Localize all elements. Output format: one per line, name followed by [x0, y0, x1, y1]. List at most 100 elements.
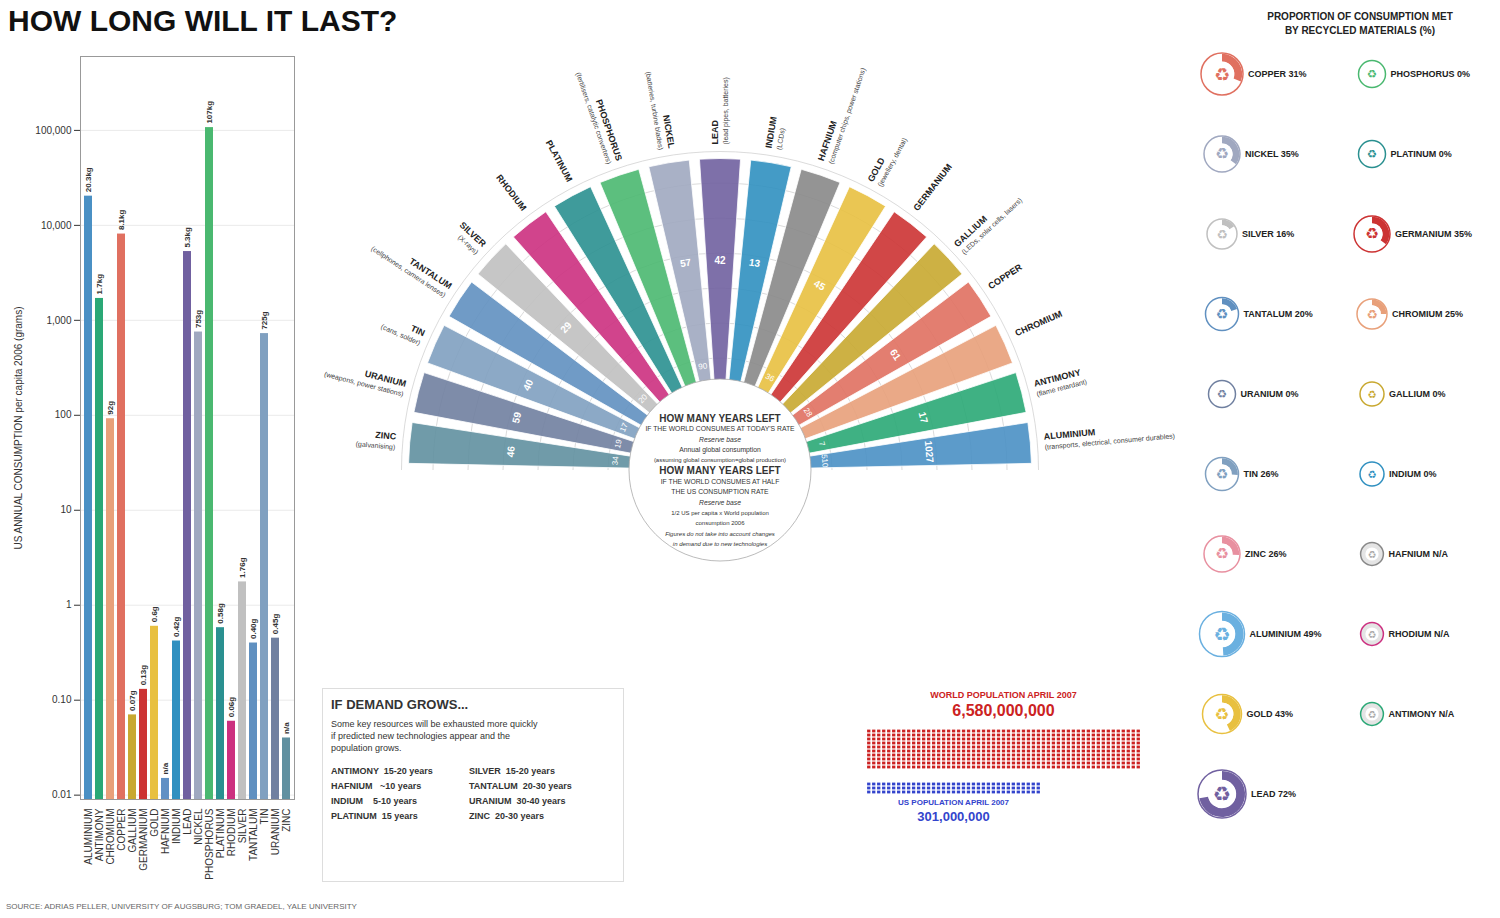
svg-text:10,000: 10,000	[41, 220, 72, 231]
svg-text:8.1kg: 8.1kg	[117, 209, 126, 230]
svg-text:PLATINUM: PLATINUM	[544, 138, 575, 183]
svg-text:(X-rays): (X-rays)	[456, 233, 480, 256]
svg-text:GALLIUM 0%: GALLIUM 0%	[1389, 389, 1446, 399]
svg-text:♻: ♻	[1368, 709, 1377, 720]
svg-text:0.6g: 0.6g	[150, 606, 159, 622]
svg-text:♻: ♻	[1215, 545, 1229, 563]
svg-text:0.13g: 0.13g	[139, 665, 148, 686]
svg-text:♻: ♻	[1365, 225, 1379, 243]
svg-text:Reserve base: Reserve base	[699, 499, 741, 506]
svg-text:46: 46	[505, 445, 517, 457]
svg-text:(computer chips, power station: (computer chips, power stations)	[827, 67, 867, 165]
svg-text:(fertilisers, catalytic conver: (fertilisers, catalytic converters)	[574, 71, 613, 165]
svg-text:ZINC 26%: ZINC 26%	[1245, 549, 1287, 559]
svg-text:HAFNIUM N/A: HAFNIUM N/A	[1388, 549, 1448, 559]
svg-text:LEAD 72%: LEAD 72%	[1251, 789, 1296, 799]
svg-text:ANTIMONY: ANTIMONY	[94, 808, 105, 861]
svg-text:ALUMINIUM 49%: ALUMINIUM 49%	[1250, 629, 1322, 639]
svg-text:20: 20	[637, 392, 650, 405]
svg-text:20.3kg: 20.3kg	[84, 167, 93, 192]
svg-text:ANTIMONY N/A: ANTIMONY N/A	[1388, 709, 1454, 719]
svg-text:COPPER: COPPER	[986, 262, 1024, 292]
svg-text:Reserve base: Reserve base	[699, 436, 741, 443]
svg-text:n/a: n/a	[282, 722, 291, 734]
svg-text:LEAD: LEAD	[710, 120, 720, 145]
svg-text:♻: ♻	[1367, 469, 1376, 480]
svg-text:(transports, electrical, consu: (transports, electrical, consumer durabl…	[1044, 432, 1175, 451]
svg-text:PLATINUM: PLATINUM	[215, 809, 226, 859]
svg-text:GALLIUM: GALLIUM	[127, 809, 138, 853]
svg-text:100: 100	[55, 409, 72, 420]
svg-text:0.58g: 0.58g	[216, 603, 225, 624]
svg-text:IF THE WORLD CONSUMES AT HALF: IF THE WORLD CONSUMES AT HALF	[661, 478, 780, 485]
svg-text:TIN 26%: TIN 26%	[1244, 469, 1279, 479]
svg-text:♻: ♻	[1367, 67, 1377, 81]
svg-text:90: 90	[698, 361, 709, 371]
svg-text:♻: ♻	[1213, 782, 1231, 806]
svg-text:0.07g: 0.07g	[128, 690, 137, 711]
svg-text:13: 13	[748, 257, 761, 270]
svg-text:GOLD: GOLD	[149, 809, 160, 837]
svg-text:(lead pipes, batteries): (lead pipes, batteries)	[722, 77, 730, 144]
svg-text:1/2 US per capita x World pop: 1/2 US per capita x World population	[671, 510, 769, 516]
svg-text:RHODIUM: RHODIUM	[226, 809, 237, 857]
svg-text:LEAD: LEAD	[182, 809, 193, 835]
svg-text:♻: ♻	[1367, 389, 1376, 400]
svg-text:COPPER 31%: COPPER 31%	[1248, 69, 1307, 79]
svg-text:17: 17	[618, 421, 630, 433]
svg-text:n/a: n/a	[161, 762, 170, 774]
svg-text:100,000: 100,000	[35, 125, 72, 136]
svg-text:CHROMIUM 25%: CHROMIUM 25%	[1392, 309, 1463, 319]
svg-text:♻: ♻	[1214, 64, 1230, 85]
svg-text:♻: ♻	[1215, 705, 1230, 724]
svg-text:(jewellery, dental): (jewellery, dental)	[876, 137, 909, 189]
svg-text:45: 45	[812, 278, 827, 293]
svg-text:♻: ♻	[1368, 549, 1377, 560]
svg-text:in demand due to new technolog: in demand due to new technologies	[673, 541, 767, 547]
svg-text:CHROMIUM: CHROMIUM	[105, 809, 116, 865]
svg-text:RHODIUM: RHODIUM	[494, 173, 528, 213]
svg-text:(cellphones, camera lenses): (cellphones, camera lenses)	[369, 245, 447, 300]
svg-text:PROPORTION OF CONSUMPTION MET: PROPORTION OF CONSUMPTION MET	[1267, 11, 1453, 22]
svg-text:URANIUM: URANIUM	[270, 809, 281, 856]
svg-text:36: 36	[764, 372, 777, 384]
svg-text:BY RECYCLED MATERIALS (%): BY RECYCLED MATERIALS (%)	[1285, 25, 1435, 36]
svg-text:17: 17	[917, 411, 931, 425]
svg-text:ALUMINIUM: ALUMINIUM	[83, 809, 94, 865]
svg-text:♻: ♻	[1216, 306, 1229, 322]
svg-text:29: 29	[558, 319, 574, 335]
svg-text:♻: ♻	[1216, 227, 1227, 242]
svg-text:INDIUM: INDIUM	[171, 809, 182, 845]
svg-text:♻: ♻	[1366, 307, 1377, 322]
svg-text:THE US CONSUMPTION RATE: THE US CONSUMPTION RATE	[671, 488, 769, 495]
svg-text:(LEDs, solar cells, lasers): (LEDs, solar cells, lasers)	[960, 197, 1024, 257]
svg-text:10: 10	[60, 504, 72, 515]
svg-text:753g: 753g	[194, 310, 203, 328]
svg-text:PLATINUM 0%: PLATINUM 0%	[1391, 149, 1452, 159]
svg-text:INDIUM 0%: INDIUM 0%	[1389, 469, 1437, 479]
svg-text:HOW MANY YEARS LEFT: HOW MANY YEARS LEFT	[659, 413, 780, 424]
svg-text:♻: ♻	[1216, 466, 1229, 482]
svg-text:0.10: 0.10	[52, 694, 72, 705]
svg-text:19: 19	[613, 438, 624, 449]
svg-text:(galvanising): (galvanising)	[355, 440, 395, 451]
svg-text:♻: ♻	[1368, 629, 1377, 640]
svg-text:5.3kg: 5.3kg	[183, 227, 192, 248]
svg-text:GOLD 43%: GOLD 43%	[1247, 709, 1294, 719]
svg-text:42: 42	[714, 255, 726, 266]
svg-text:510: 510	[820, 454, 830, 469]
svg-text:59: 59	[510, 410, 524, 424]
svg-text:ZINC: ZINC	[375, 430, 397, 442]
svg-text:40: 40	[521, 377, 536, 392]
svg-text:NICKEL: NICKEL	[193, 808, 204, 845]
svg-text:SILVER: SILVER	[237, 809, 248, 844]
svg-text:TANTALUM 20%: TANTALUM 20%	[1244, 309, 1313, 319]
svg-text:61: 61	[888, 347, 904, 363]
svg-text:0.42g: 0.42g	[172, 616, 181, 637]
svg-text:HAFNIUM: HAFNIUM	[160, 809, 171, 855]
svg-text:Annual global consumption: Annual global consumption	[679, 446, 761, 454]
svg-text:(flame retardant): (flame retardant)	[1036, 378, 1088, 399]
svg-text:57: 57	[679, 256, 692, 269]
svg-text:(weapons, power stations): (weapons, power stations)	[323, 370, 404, 398]
svg-text:(LCDs): (LCDs)	[775, 127, 787, 150]
